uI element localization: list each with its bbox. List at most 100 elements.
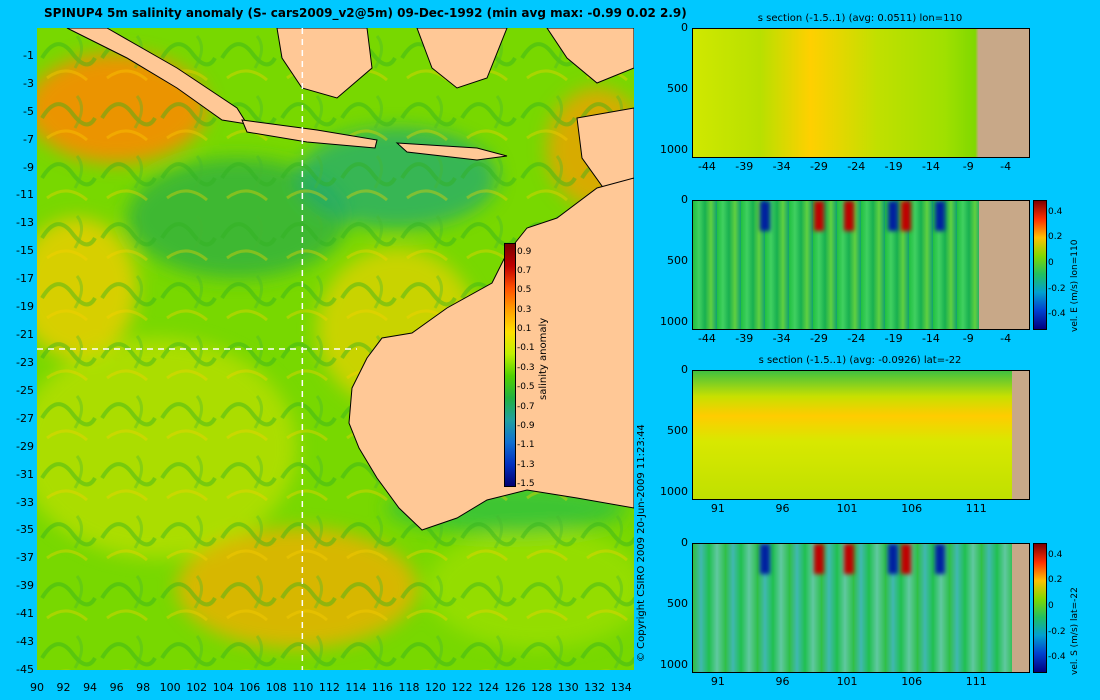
salinity-colorbar-tick: -0.5: [517, 382, 535, 393]
section-x-tick: -19: [884, 160, 903, 173]
map-x-tick: 126: [504, 681, 526, 694]
section-y-tick: 0: [681, 21, 688, 34]
velocity-colorbar-tick: 0.4: [1048, 206, 1063, 217]
salinity-colorbar-tick: -0.9: [517, 420, 535, 431]
map-y-tick: -15: [16, 244, 34, 258]
map-x-tick: 124: [478, 681, 500, 694]
section-x-tick: -24: [847, 332, 866, 345]
section-y-tick: 0: [681, 193, 688, 206]
map-x-tick: 102: [186, 681, 208, 694]
map-x-tick: 100: [159, 681, 181, 694]
map-y-tick: -17: [16, 272, 34, 286]
section-x-tick: -4: [1000, 332, 1012, 345]
section-land: [978, 201, 1029, 329]
section-velocity-core: [934, 201, 945, 231]
map-y-tick: -19: [16, 300, 34, 314]
map-x-tick: 90: [30, 681, 44, 694]
map-y-tick: -37: [16, 551, 34, 565]
section-plot: [692, 200, 1030, 330]
section-x-tick: -14: [921, 332, 940, 345]
section-y-tick: 0: [681, 536, 688, 549]
map-y-tick: -41: [16, 607, 34, 621]
salinity-colorbar-tick: 0.9: [517, 246, 532, 257]
section-x-tick: -29: [809, 160, 828, 173]
salinity-colorbar-tick: 0.5: [517, 285, 532, 296]
section-panel-title: s section (-1.5..1) (avg: -0.0926) lat=-…: [758, 355, 962, 366]
section-y-tick: 500: [667, 596, 688, 610]
salinity-map-canvas: [37, 28, 634, 670]
map-x-tick: 122: [451, 681, 473, 694]
map-y-tick: -1: [23, 48, 34, 62]
section-panel-title: s section (-1.5..1) (avg: 0.0511) lon=11…: [757, 13, 963, 24]
map-x-tick: 92: [56, 681, 71, 694]
salinity-colorbar-tick: -1.5: [517, 479, 535, 489]
salinity-colorbar-tick: 0.7: [517, 266, 532, 277]
map-x-tick: 112: [318, 681, 340, 694]
map-x-tick: 94: [83, 681, 98, 694]
map-y-tick: -9: [23, 160, 34, 174]
section-x-tick: -39: [735, 160, 754, 173]
velocity-colorbar-label: vel. S (m/s) lat=-22: [1070, 587, 1080, 675]
section-x-tick: 106: [901, 675, 923, 688]
map-y-tick: -13: [16, 216, 34, 230]
section-x-tick: -14: [921, 160, 940, 173]
map-y-tick: -35: [16, 523, 34, 537]
salinity-map: [37, 28, 634, 670]
salinity-colorbar-tick: -0.7: [517, 401, 535, 412]
section-y-tick: 500: [667, 81, 688, 95]
section-x-tick: 101: [836, 502, 858, 515]
section-y-tick: 1000: [660, 314, 688, 328]
section-x-tick: -29: [809, 332, 828, 345]
velocity-colorbar-tick: 0.4: [1048, 549, 1063, 560]
section-velocity-core: [887, 544, 898, 574]
section-x-tick: -9: [962, 160, 974, 173]
salinity-colorbar-tick: -0.3: [517, 362, 535, 373]
section-plot: [692, 370, 1030, 500]
section-velocity-core: [813, 201, 824, 231]
map-y-tick: -23: [16, 355, 34, 369]
section-land: [1012, 371, 1029, 499]
section-x-tick: 106: [901, 502, 923, 515]
salinity-colorbar: [504, 243, 516, 487]
velocity-colorbar-label: vel. E (m/s) lon=110: [1070, 239, 1080, 332]
section-y-tick: 1000: [660, 142, 688, 156]
section-velocity-core: [934, 544, 945, 574]
section-x-tick: -24: [847, 160, 866, 173]
map-x-tick: 130: [557, 681, 579, 694]
section-velocity-core: [887, 201, 898, 231]
main-title: SPINUP4 5m salinity anomaly (S- cars2009…: [44, 6, 687, 20]
map-x-tick: 134: [610, 681, 632, 694]
map-x-tick: 120: [425, 681, 446, 694]
copyright-text: © Copyright CSIRO 2009 20-Jun-2009 11:23…: [636, 424, 647, 662]
velocity-colorbar-tick: -0.2: [1048, 626, 1066, 637]
section-x-tick: 96: [775, 675, 790, 688]
velocity-colorbar-tick: -0.2: [1048, 283, 1066, 294]
salinity-colorbar-label: salinity anomaly: [538, 317, 549, 400]
velocity-colorbar-tick: 0.2: [1048, 232, 1063, 243]
crosshair: [37, 28, 357, 670]
section-plot: [692, 543, 1030, 673]
section-velocity-core: [901, 201, 912, 231]
section-plot: [692, 28, 1030, 158]
map-x-tick: 106: [239, 681, 261, 694]
section-land: [1012, 544, 1029, 672]
velocity-colorbar-tick: 0: [1048, 258, 1054, 268]
map-x-tick: 110: [292, 681, 314, 694]
section-x-tick: 101: [836, 675, 858, 688]
map-y-tick: -5: [23, 104, 34, 118]
section-x-tick: -44: [697, 332, 716, 345]
velocity-colorbar: [1033, 200, 1047, 330]
velocity-colorbar-tick: -0.4: [1048, 309, 1066, 320]
salinity-colorbar-tick: 0.1: [517, 324, 532, 335]
velocity-colorbar-tick: 0: [1048, 601, 1054, 611]
map-y-tick: -27: [16, 411, 34, 425]
section-x-tick: -34: [772, 332, 791, 345]
velocity-colorbar: [1033, 543, 1047, 673]
land-mass: [66, 28, 634, 531]
map-x-tick: 98: [136, 681, 151, 694]
section-x-tick: -34: [772, 160, 791, 173]
section-velocity-core: [844, 544, 855, 574]
section-y-tick: 500: [667, 423, 688, 437]
section-y-tick: 500: [667, 253, 688, 267]
map-y-tick: -21: [16, 328, 34, 342]
